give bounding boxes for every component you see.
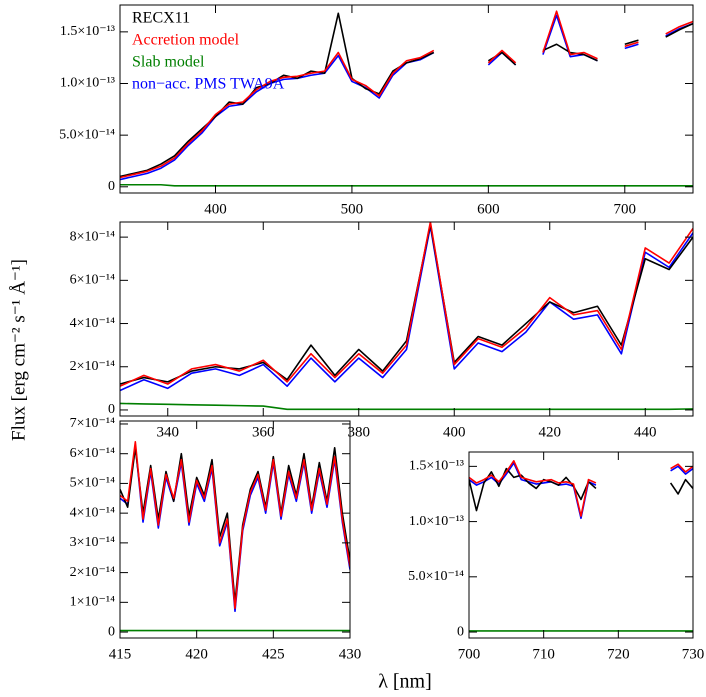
x-tick-label: 600 — [477, 201, 500, 217]
y-tick-label: 0 — [457, 624, 464, 639]
x-tick-label: 380 — [348, 424, 371, 440]
y-tick-label: 4×10⁻¹⁴ — [70, 316, 115, 331]
y-tick-label: 0 — [108, 179, 115, 194]
legend-entry: Accretion model — [132, 32, 240, 49]
x-tick-label: 440 — [634, 424, 657, 440]
spectrum-line — [469, 462, 693, 520]
x-tick-label: 420 — [185, 646, 208, 662]
y-tick-label: 5.0×10⁻¹⁴ — [59, 127, 115, 142]
spectrum-line — [469, 460, 693, 517]
x-tick-label: 400 — [443, 424, 466, 440]
spectrum-line — [120, 183, 693, 187]
spectrum-line — [120, 223, 693, 385]
spectrum-line — [120, 222, 693, 387]
y-tick-label: 1.0×10⁻¹³ — [409, 514, 464, 529]
plot-frame — [119, 221, 694, 417]
y-tick-label: 4×10⁻¹⁴ — [70, 505, 115, 520]
spectrum-line — [120, 441, 350, 610]
y-tick-label: 7×10⁻¹⁴ — [70, 416, 115, 431]
y-tick-label: 1.0×10⁻¹³ — [60, 76, 115, 91]
legend-entry: Slab model — [132, 54, 205, 71]
y-tick-label: 8×10⁻¹⁴ — [70, 229, 115, 244]
spectrum-line — [469, 467, 693, 512]
y-tick-label: 6×10⁻¹⁴ — [70, 273, 115, 288]
panel: 415 420 425 430 0 1×10⁻¹⁴ 2×10⁻¹⁴ 3×10⁻¹⁴ 4×10⁻¹… — [70, 416, 362, 662]
panel: 700 710 720 730 0 5.0×10⁻¹⁴ 1.0×10⁻¹³ 1.5×10⁻¹³ — [408, 451, 705, 662]
legend-entry: RECX11 — [132, 10, 190, 27]
plot-frame — [119, 4, 694, 194]
y-axis-label: Flux [erg cm⁻² s⁻¹ Å⁻¹] — [8, 259, 29, 441]
panel: 400 500 600 700 0 5.0×10⁻¹⁴ 1.0×10⁻¹³ 1.5×10⁻¹³… — [59, 4, 694, 217]
y-tick-label: 6×10⁻¹⁴ — [70, 446, 115, 461]
y-tick-label: 1.5×10⁻¹³ — [409, 459, 464, 474]
x-axis-label: λ [nm] — [378, 671, 432, 693]
y-tick-label: 2×10⁻¹⁴ — [70, 359, 115, 374]
y-tick-label: 2×10⁻¹⁴ — [70, 565, 115, 580]
x-tick-label: 360 — [252, 424, 275, 440]
x-tick-label: 420 — [539, 424, 562, 440]
legend-entry: non−acc. PMS TWA9A — [132, 76, 285, 93]
x-tick-label: 425 — [262, 646, 285, 662]
y-tick-label: 1.5×10⁻¹³ — [60, 24, 115, 39]
x-tick-label: 720 — [607, 646, 630, 662]
spectrum-line — [120, 225, 693, 392]
y-tick-label: 5.0×10⁻¹⁴ — [408, 569, 464, 584]
y-tick-label: 0 — [108, 624, 115, 639]
y-tick-label: 3×10⁻¹⁴ — [70, 535, 115, 550]
x-tick-label: 430 — [339, 646, 362, 662]
spectrum-line — [120, 10, 693, 179]
panel: 340 360 380 400 420 440 0 2×10⁻¹⁴ 4×10⁻¹⁴ 6×10⁻¹⁴… — [70, 221, 694, 440]
x-tick-label: 400 — [204, 201, 227, 217]
plot-frame — [119, 420, 351, 639]
spectrum-line — [120, 402, 693, 411]
x-tick-label: 415 — [109, 646, 132, 662]
x-tick-label: 710 — [532, 646, 555, 662]
x-tick-label: 700 — [458, 646, 481, 662]
spectrum-line — [120, 443, 350, 613]
x-tick-label: 500 — [341, 201, 364, 217]
x-tick-label: 730 — [682, 646, 705, 662]
plot-frame — [468, 451, 694, 639]
x-tick-label: 340 — [157, 424, 180, 440]
y-tick-label: 1×10⁻¹⁴ — [70, 595, 115, 610]
x-tick-label: 700 — [614, 201, 637, 217]
y-tick-label: 0 — [108, 402, 115, 417]
y-tick-label: 5×10⁻¹⁴ — [70, 476, 115, 491]
spectrum-line — [120, 446, 350, 604]
